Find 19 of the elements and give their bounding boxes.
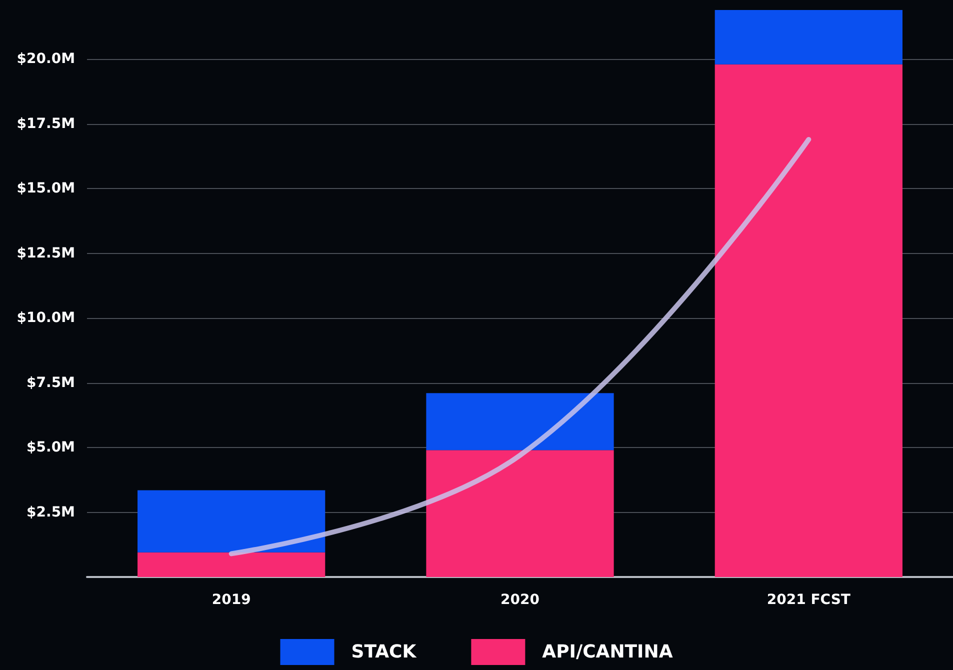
legend-label: STACK	[351, 642, 418, 662]
y-tick-label: $17.5M	[16, 116, 75, 132]
x-tick-label: 2019	[212, 592, 251, 608]
y-tick-label: $12.5M	[16, 245, 75, 262]
bar	[714, 64, 902, 577]
y-tick-label: $15.0M	[16, 180, 75, 197]
bar	[138, 490, 326, 552]
x-tick-label: 2020	[500, 592, 540, 608]
y-tick-label: $7.5M	[26, 374, 75, 391]
legend-label: API/CANTINA	[542, 642, 673, 662]
y-tick-label: $10.0M	[16, 310, 75, 326]
x-tick-label: 2021 FCST	[766, 592, 851, 608]
y-tick-label: $2.5M	[26, 504, 75, 520]
bar	[138, 552, 326, 577]
bar	[426, 450, 614, 577]
y-tick-label: $20.0M	[16, 51, 75, 68]
bar	[426, 393, 614, 450]
bar	[714, 10, 902, 64]
y-tick-label: $5.0M	[26, 440, 75, 456]
